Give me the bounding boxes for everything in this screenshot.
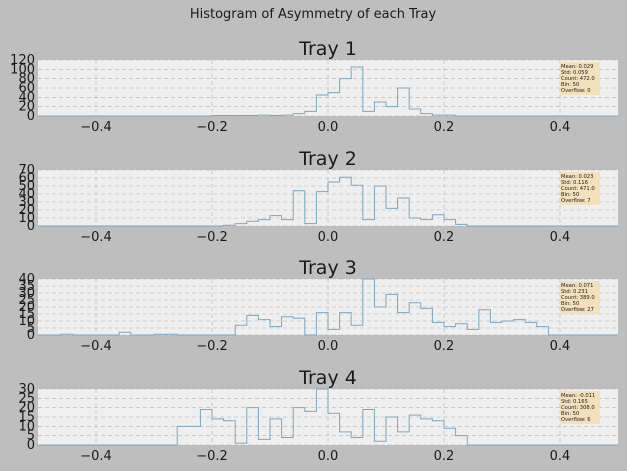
stats-line: Overflow: 27: [561, 307, 594, 313]
y-tick-label: 40: [18, 272, 35, 287]
histogram-series: [38, 176, 618, 227]
x-tick-label: 0.0: [318, 449, 339, 464]
y-tick-label: 15: [18, 307, 35, 322]
y-tick-label: 40: [18, 90, 35, 105]
stats-line: Count: 472.0: [561, 76, 595, 82]
stats-line: Std: 0.059: [561, 70, 588, 76]
stats-line: Mean: -0.011: [561, 393, 595, 399]
stats-box: [560, 391, 600, 424]
y-tick-label: 10: [18, 419, 35, 434]
y-tick-label: 0: [27, 219, 35, 234]
stats-line: Std: 0.165: [561, 399, 588, 405]
x-tick-label: −0.2: [196, 339, 228, 354]
stats-line: Mean: 0.023: [561, 174, 593, 180]
stats-box: [560, 281, 600, 314]
y-tick-label: 20: [18, 203, 35, 218]
panel-title: Tray 1: [298, 38, 357, 60]
stats-line: Bin: 50: [561, 192, 579, 198]
x-tick-label: 0.4: [550, 120, 571, 135]
y-tick-label: 25: [18, 391, 35, 406]
histogram-series: [38, 388, 618, 446]
y-tick-label: 5: [27, 429, 35, 444]
panel-title: Tray 3: [298, 257, 357, 279]
x-tick-label: −0.2: [196, 120, 228, 135]
y-tick-label: 20: [18, 401, 35, 416]
stats-line: Count: 471.0: [561, 186, 595, 192]
x-tick-label: −0.4: [80, 120, 112, 135]
x-tick-label: 0.4: [550, 339, 571, 354]
y-tick-label: 35: [18, 279, 35, 294]
y-tick-label: 30: [18, 382, 35, 397]
x-tick-label: 0.0: [318, 339, 339, 354]
x-tick-label: −0.4: [80, 339, 112, 354]
x-tick-label: 0.0: [318, 230, 339, 245]
stats-line: Bin: 50: [561, 301, 579, 307]
y-tick-label: 0: [27, 328, 35, 343]
y-tick-label: 10: [18, 211, 35, 226]
y-tick-label: 70: [18, 163, 35, 178]
y-tick-label: 40: [18, 187, 35, 202]
x-tick-label: 0.4: [550, 449, 571, 464]
y-tick-label: 60: [18, 171, 35, 186]
y-tick-label: 20: [18, 300, 35, 315]
x-tick-label: 0.2: [434, 339, 455, 354]
stats-line: Mean: 0.029: [561, 64, 593, 70]
x-tick-label: 0.4: [550, 230, 571, 245]
figure-title: Histogram of Asymmetry of each Tray: [190, 7, 437, 22]
y-tick-label: 50: [18, 179, 35, 194]
stats-line: Bin: 50: [561, 411, 579, 417]
y-tick-label: 20: [18, 100, 35, 115]
histogram-series: [38, 66, 618, 117]
stats-box: [560, 172, 600, 205]
y-tick-label: 5: [27, 321, 35, 336]
stats-line: Std: 0.231: [561, 289, 588, 295]
x-tick-label: −0.2: [196, 230, 228, 245]
y-tick-label: 0: [27, 438, 35, 453]
y-tick-label: 0: [27, 109, 35, 124]
stats-line: Count: 308.0: [561, 405, 595, 411]
x-tick-label: 0.2: [434, 230, 455, 245]
y-tick-label: 10: [18, 314, 35, 329]
x-tick-label: −0.4: [80, 449, 112, 464]
stats-line: Mean: 0.071: [561, 283, 593, 289]
x-tick-label: 0.0: [318, 120, 339, 135]
y-tick-label: 80: [18, 72, 35, 87]
x-tick-label: 0.2: [434, 449, 455, 464]
y-tick-label: 100: [10, 62, 35, 77]
stats-line: Overflow: 7: [561, 198, 591, 204]
y-tick-label: 25: [18, 293, 35, 308]
x-tick-label: 0.2: [434, 120, 455, 135]
x-tick-label: −0.4: [80, 230, 112, 245]
stats-line: Count: 389.0: [561, 295, 595, 301]
histogram-series: [38, 278, 618, 336]
stats-box: [560, 62, 600, 95]
y-tick-label: 60: [18, 81, 35, 96]
y-tick-label: 120: [10, 53, 35, 68]
y-tick-label: 15: [18, 410, 35, 425]
stats-line: Overflow: 6: [561, 417, 591, 423]
stats-line: Overflow: 0: [561, 88, 591, 94]
x-tick-label: −0.2: [196, 449, 228, 464]
panel-title: Tray 2: [298, 148, 357, 170]
y-tick-label: 30: [18, 286, 35, 301]
panel-title: Tray 4: [298, 367, 357, 389]
y-tick-label: 30: [18, 195, 35, 210]
stats-line: Std: 0.116: [561, 180, 588, 186]
stats-line: Bin: 50: [561, 82, 579, 88]
